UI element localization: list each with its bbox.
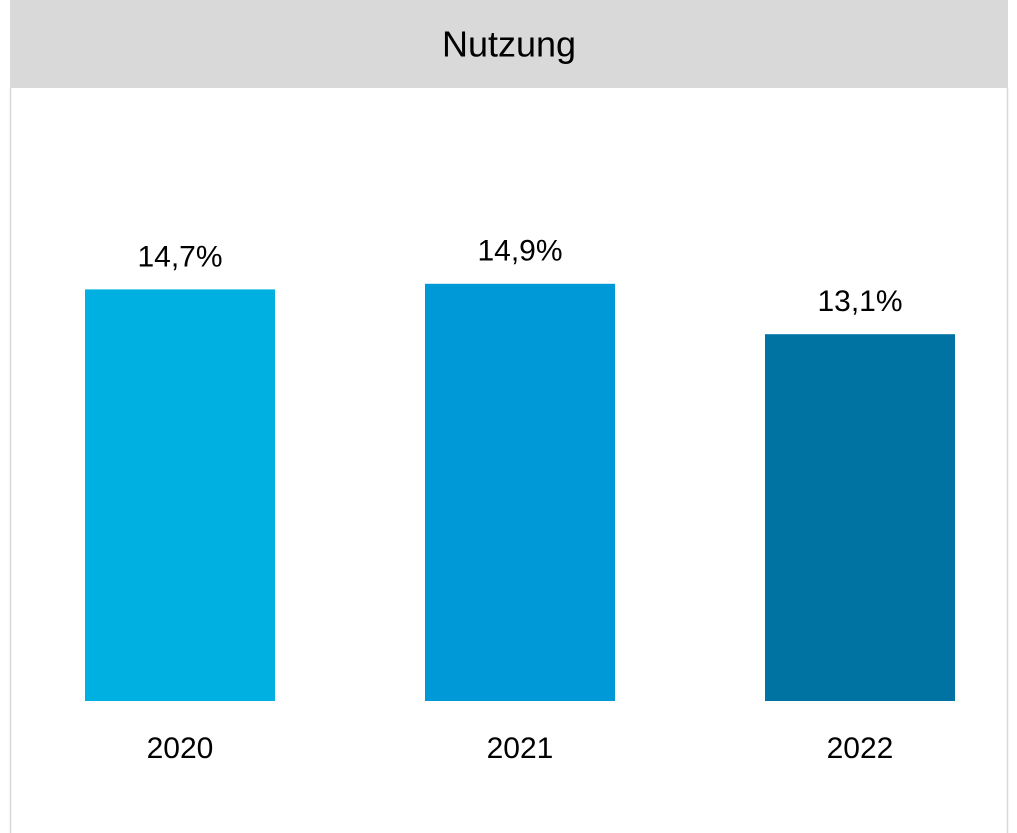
bar (85, 289, 275, 701)
bar (765, 334, 955, 701)
bar (425, 283, 615, 701)
title-bar (10, 0, 1008, 88)
chart-title: Nutzung (442, 24, 576, 65)
data-label: 13,1% (817, 285, 902, 318)
x-tick-label: 2022 (827, 732, 894, 765)
x-tick-label: 2020 (147, 732, 214, 765)
data-label: 14,7% (137, 240, 222, 273)
x-tick-label: 2021 (487, 732, 554, 765)
data-label: 14,9% (477, 235, 562, 268)
